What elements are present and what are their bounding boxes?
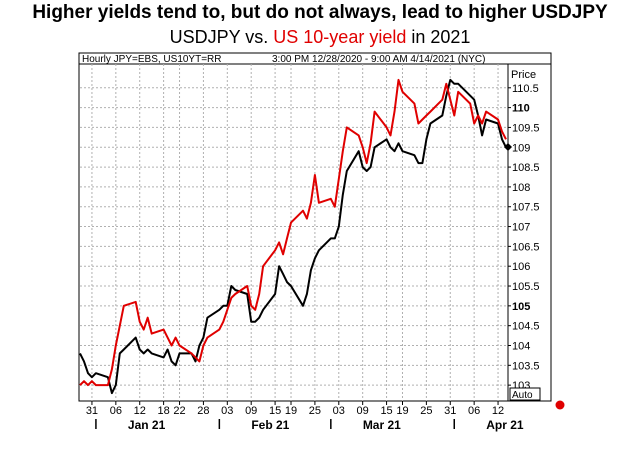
x-day-tick-label: 06 bbox=[110, 405, 122, 417]
x-day-tick-label: 31 bbox=[444, 405, 456, 417]
y-tick-label: 104.5 bbox=[512, 321, 540, 333]
y-tick-label: 103.5 bbox=[512, 360, 540, 372]
header-left: Hourly JPY=EBS, US10YT=RR bbox=[82, 54, 222, 65]
y-tick-label: 109.5 bbox=[512, 122, 540, 134]
us10y-scale-marker-icon bbox=[555, 400, 565, 410]
subtitle-year: in 2021 bbox=[406, 27, 471, 47]
y-tick-label: 110.5 bbox=[512, 83, 539, 95]
x-day-tick-label: 25 bbox=[309, 405, 321, 417]
y-tick-label: 107.5 bbox=[512, 202, 540, 214]
y-tick-label: 105.5 bbox=[512, 281, 540, 293]
auto-button[interactable] bbox=[509, 387, 541, 401]
x-day-tick-label: 06 bbox=[468, 405, 480, 417]
auto-button-label: Auto bbox=[512, 390, 533, 401]
x-day-tick-label: 19 bbox=[285, 405, 297, 417]
y-tick-label: 104 bbox=[512, 340, 530, 352]
y-tick-label: 105 bbox=[512, 301, 530, 313]
price-chart: Hourly JPY=EBS, US10YT=RR 3:00 PM 12/28/… bbox=[78, 52, 565, 432]
x-day-tick-label: 03 bbox=[221, 405, 233, 417]
x-day-tick-label: 25 bbox=[420, 405, 432, 417]
x-day-tick-label: 15 bbox=[380, 405, 392, 417]
x-day-tick-label: 28 bbox=[197, 405, 209, 417]
last-price-marker-icon bbox=[504, 143, 512, 151]
x-day-tick-label: 12 bbox=[492, 405, 504, 417]
subtitle-us10y: US 10-year yield bbox=[273, 27, 407, 47]
x-day-tick-label: 09 bbox=[357, 405, 369, 417]
y-axis-ticks: 103103.5104104.5105105.5106106.5107107.5… bbox=[508, 83, 540, 392]
series bbox=[79, 78, 507, 395]
x-day-tick-label: 15 bbox=[269, 405, 281, 417]
y-tick-label: 107 bbox=[512, 222, 530, 234]
x-month-tick-label: Apr 21 bbox=[486, 418, 524, 432]
x-month-tick-label: Mar 21 bbox=[363, 418, 401, 432]
series-line-usdjpy bbox=[79, 78, 507, 395]
x-day-tick-label: 19 bbox=[396, 405, 408, 417]
grid bbox=[80, 64, 508, 401]
x-month-tick-label: Jan 21 bbox=[128, 418, 166, 432]
y-tick-label: 109 bbox=[512, 142, 530, 154]
x-day-tick-label: 09 bbox=[245, 405, 257, 417]
y-tick-label: 110 bbox=[512, 103, 530, 115]
y-tick-label: 106.5 bbox=[512, 241, 540, 253]
x-day-tick-label: 18 bbox=[157, 405, 169, 417]
x-day-tick-label: 03 bbox=[333, 405, 345, 417]
y-tick-label: 108.5 bbox=[512, 162, 540, 174]
y-tick-label: 106 bbox=[512, 261, 530, 273]
x-day-tick-label: 12 bbox=[134, 405, 146, 417]
chart-subtitle: USDJPY vs. US 10-year yield in 2021 bbox=[0, 27, 640, 48]
y-axis-label: Price bbox=[511, 69, 536, 81]
x-axis-ticks: 31 06 12 18 22 28 03 09 15 19 25 03 09 15 19 25 31 06 12Ja… bbox=[86, 401, 524, 432]
x-day-tick-label: 22 bbox=[173, 405, 185, 417]
x-day-tick-label: 31 bbox=[86, 405, 98, 417]
x-month-tick-label: Feb 21 bbox=[251, 418, 289, 432]
header-right: 3:00 PM 12/28/2020 - 9:00 AM 4/14/2021 (… bbox=[272, 54, 485, 65]
subtitle-usdjpy: USDJPY vs. bbox=[169, 27, 274, 47]
y-tick-label: 108 bbox=[512, 182, 530, 194]
series-line-us10y bbox=[79, 78, 507, 387]
chart-title: Higher yields tend to, but do not always… bbox=[32, 2, 608, 23]
